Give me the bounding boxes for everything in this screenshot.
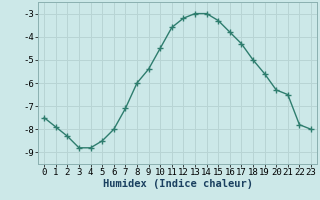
X-axis label: Humidex (Indice chaleur): Humidex (Indice chaleur)	[103, 179, 252, 189]
